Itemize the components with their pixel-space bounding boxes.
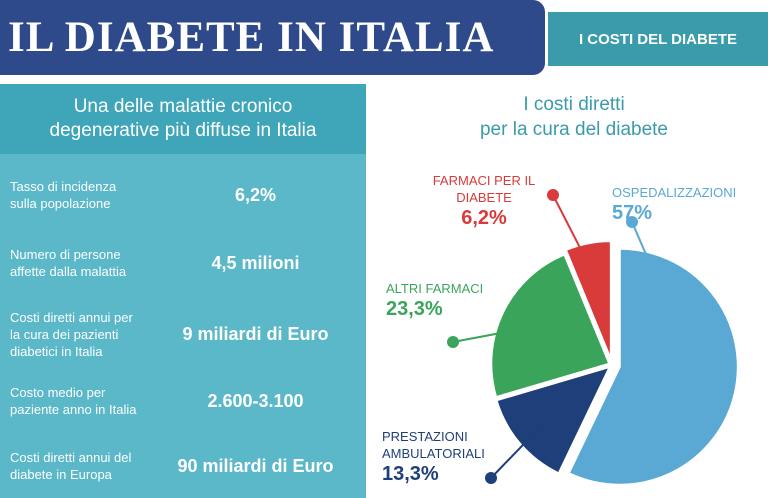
pie-label-value: 6,2% <box>461 207 507 229</box>
pie-label-name: PRESTAZIONI AMBULATORIALI <box>382 429 485 461</box>
stat-label: Costo medio per paziente anno in Italia <box>10 385 137 417</box>
stat-value: 2.600-3.100 <box>207 390 304 411</box>
pie-label: FARMACI PER IL DIABETE 6,2% <box>420 172 548 230</box>
pie-slice-ospedalizzazioni <box>567 247 739 486</box>
stat-label: Numero di persone affette dalla malattia <box>10 247 127 279</box>
pie-label-name: FARMACI PER IL DIABETE <box>432 173 536 205</box>
pie-label: ALTRI FARMACI 23,3% <box>386 280 483 321</box>
stat-row-avg-cost: Costo medio per paziente anno in Italia … <box>0 372 366 430</box>
stat-row-europe-costs: Costi diretti annui del diabete in Europ… <box>0 438 366 494</box>
stat-value: 90 miliardi di Euro <box>177 455 334 476</box>
pie-connector-line <box>631 221 704 387</box>
section-badge: I COSTI DEL DIABETE <box>548 12 768 66</box>
pie-label: OSPEDALIZZAZIONI 57% <box>612 184 736 225</box>
pie-slice-farmaci-per-il-diabete <box>564 240 612 360</box>
pie-connector-dot <box>547 189 559 201</box>
pie-slice-prestazioni-ambulatoriali <box>495 365 612 475</box>
stat-row-italy-costs: Costi diretti annui per la cura dei pazi… <box>0 300 366 368</box>
page-title: IL DIABETE IN ITALIA <box>8 14 495 61</box>
pie-label-value: 13,3% <box>382 463 439 485</box>
pie-label-value: 57% <box>612 202 653 224</box>
stats-panel-header: Una delle malattie cronico degenerative … <box>0 84 366 154</box>
pie-label-name: OSPEDALIZZAZIONI <box>612 185 737 200</box>
stat-row-people: Numero di persone affette dalla malattia… <box>0 232 366 294</box>
pie-connector-line <box>490 421 546 479</box>
stats-panel: Una delle malattie cronico degenerative … <box>0 84 366 498</box>
chart-title: I costi diretti per la cura del diabete <box>479 94 668 140</box>
pie-connector-line <box>552 194 596 277</box>
section-title: I COSTI DEL DIABETE <box>578 30 738 48</box>
stat-label: Costi diretti annui per la cura dei pazi… <box>10 309 133 359</box>
stat-row-incidence: Tasso di incidenza sulla popolazione 6,2… <box>0 164 366 226</box>
stat-value: 4,5 milioni <box>211 252 300 273</box>
title-banner: IL DIABETE IN ITALIA <box>0 0 545 75</box>
stat-value: 9 miliardi di Euro <box>182 323 329 344</box>
pie-connector-dot <box>626 216 638 228</box>
pie-connector-line <box>452 325 533 343</box>
pie-label-value: 23,3% <box>386 298 443 320</box>
stats-panel-heading: Una delle malattie cronico degenerative … <box>49 96 317 141</box>
pie-label-name: ALTRI FARMACI <box>386 281 484 296</box>
pie-connector-dot <box>447 336 459 348</box>
pie-connector-dot <box>485 472 497 484</box>
pie-slice-altri-farmaci <box>490 253 611 399</box>
stat-label: Tasso di incidenza sulla popolazione <box>10 179 117 211</box>
pie-label: PRESTAZIONI AMBULATORIALI 13,3% <box>382 428 485 486</box>
stat-value: 6,2% <box>234 184 277 205</box>
stat-label: Costi diretti annui del diabete in Europ… <box>10 450 132 482</box>
